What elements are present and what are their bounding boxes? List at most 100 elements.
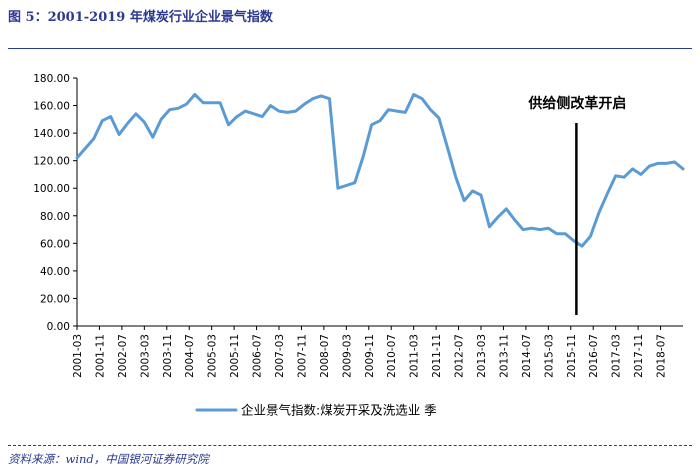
data-point: [143, 120, 146, 124]
data-point: [378, 119, 382, 122]
data-point: [218, 101, 222, 105]
series-line: [75, 93, 685, 248]
legend-label: 企业景气指数:煤炭开采及洗选业 季: [241, 403, 437, 418]
data-point: [555, 232, 558, 235]
x-tick-label: 2018-07: [656, 334, 668, 378]
x-tick-label: 2016-07: [588, 334, 600, 378]
data-point: [580, 244, 584, 248]
data-point: [404, 111, 407, 114]
data-point: [614, 174, 617, 178]
data-point: [488, 225, 491, 228]
data-point: [294, 109, 298, 113]
x-tick-label: 2008-07: [319, 334, 331, 378]
data-point: [134, 112, 138, 116]
data-point: [597, 211, 601, 215]
data-point: [126, 122, 129, 125]
data-point: [437, 116, 441, 120]
y-tick-label: 100.00: [33, 183, 70, 195]
data-point: [303, 102, 306, 106]
data-point: [387, 108, 390, 111]
data-point: [168, 108, 171, 111]
data-point: [210, 101, 213, 105]
x-tick-label: 2017-03: [611, 334, 623, 378]
x-tick-label: 2005-11: [229, 334, 241, 378]
figure-title: 图 5：2001-2019 年煤炭行业企业景气指数: [8, 10, 273, 25]
x-tick-label: 2007-11: [296, 334, 308, 378]
data-point: [117, 133, 121, 136]
data-point: [361, 155, 365, 158]
data-point: [572, 239, 575, 242]
header-rule: [8, 48, 692, 49]
data-point: [75, 156, 79, 160]
data-point: [521, 228, 525, 231]
x-tick-label: 2007-03: [274, 334, 286, 378]
x-tick-label: 2010-07: [386, 334, 398, 378]
data-point: [471, 189, 474, 193]
data-point: [345, 184, 348, 187]
data-point: [202, 101, 205, 105]
data-point: [286, 111, 289, 114]
data-point: [193, 93, 197, 96]
x-tick-label: 2013-03: [476, 334, 488, 378]
data-point: [109, 115, 112, 118]
x-tick-label: 2001-03: [72, 334, 84, 378]
series-layer: [75, 93, 685, 248]
source-note: 资料来源：wind，中国银河证券研究院: [8, 452, 209, 466]
y-tick-label: 60.00: [40, 238, 70, 250]
x-tick-label: 2014-07: [521, 334, 533, 378]
y-tick-label: 140.00: [33, 128, 70, 140]
x-tick-label: 2009-03: [341, 334, 353, 378]
data-point: [648, 164, 651, 168]
data-point: [681, 167, 685, 171]
data-point: [505, 207, 508, 211]
data-point: [429, 108, 432, 111]
data-point: [454, 176, 457, 179]
data-point: [639, 173, 643, 176]
data-point: [412, 93, 415, 96]
data-point: [395, 109, 399, 113]
x-tick-label: 2003-03: [139, 334, 151, 378]
data-point: [227, 123, 230, 127]
data-point: [530, 226, 533, 230]
x-tick-label: 2015-11: [566, 334, 578, 378]
data-point: [176, 107, 180, 110]
reform-annotation-label: 供给侧改革开启: [527, 95, 626, 112]
data-point: [664, 162, 668, 165]
x-tick-label: 2011-11: [431, 334, 443, 378]
data-point: [84, 147, 87, 150]
data-point: [462, 199, 466, 202]
x-tick-label: 2017-11: [633, 334, 645, 378]
x-tick-label: 2015-03: [543, 334, 555, 378]
data-point: [589, 235, 592, 238]
data-point: [673, 160, 676, 164]
y-tick-label: 0.00: [47, 321, 70, 333]
data-point: [311, 97, 314, 100]
data-point: [496, 215, 500, 219]
data-point: [513, 218, 516, 222]
data-point: [656, 162, 659, 165]
data-point: [328, 97, 331, 100]
data-point: [538, 228, 542, 231]
data-point: [244, 109, 247, 113]
x-tick-label: 2009-11: [364, 334, 376, 378]
data-point: [319, 94, 323, 98]
data-point: [269, 104, 272, 107]
y-tick-label: 80.00: [40, 211, 70, 223]
x-tick-label: 2003-11: [162, 334, 174, 378]
y-tick-label: 20.00: [40, 293, 70, 305]
y-tick-label: 40.00: [40, 266, 70, 278]
data-point: [101, 119, 104, 122]
data-point: [563, 232, 567, 235]
x-tick-label: 2001-11: [94, 334, 106, 378]
data-point: [252, 112, 255, 116]
x-tick-label: 2005-03: [207, 334, 219, 378]
data-point: [92, 137, 96, 140]
data-point: [336, 187, 340, 190]
data-point: [235, 115, 239, 118]
y-tick-label: 180.00: [33, 73, 70, 85]
data-point: [446, 145, 449, 149]
legend: 企业景气指数:煤炭开采及洗选业 季: [195, 403, 437, 418]
data-point: [631, 167, 634, 171]
footer-rule: [8, 445, 692, 446]
